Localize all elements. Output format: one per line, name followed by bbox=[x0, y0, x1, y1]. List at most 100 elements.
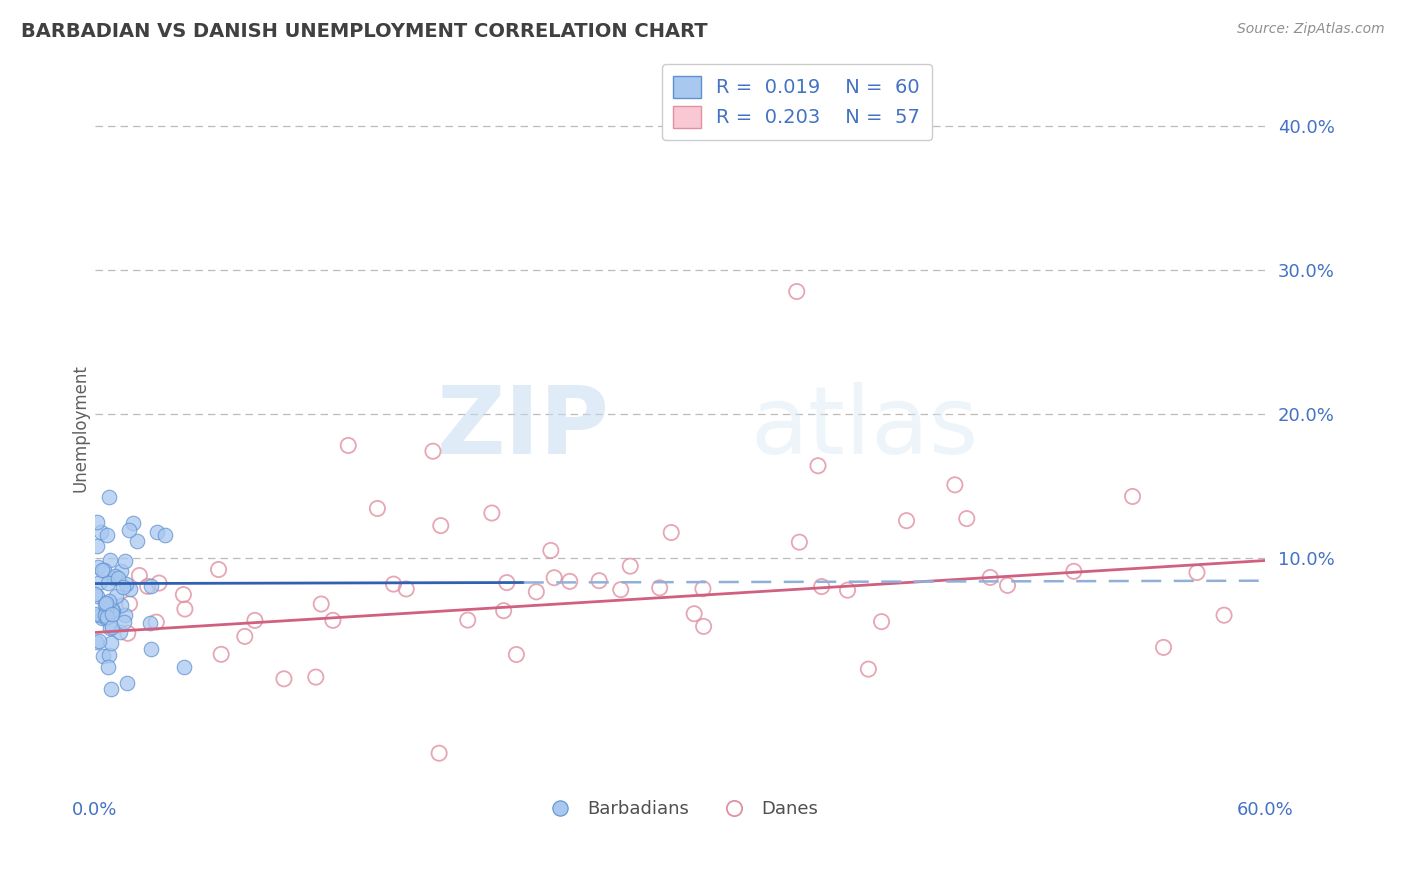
Point bbox=[90, 524, 112, 539]
Point bbox=[427, 746, 450, 760]
Point bbox=[94, 597, 117, 611]
Point bbox=[807, 458, 830, 473]
Point bbox=[105, 589, 128, 603]
Point bbox=[543, 571, 565, 585]
Point bbox=[692, 582, 714, 596]
Point bbox=[896, 514, 918, 528]
Text: atlas: atlas bbox=[749, 382, 979, 475]
Point bbox=[114, 608, 136, 623]
Point bbox=[233, 629, 256, 643]
Point bbox=[786, 285, 808, 299]
Point bbox=[789, 535, 811, 549]
Point bbox=[457, 613, 479, 627]
Point bbox=[1063, 564, 1085, 578]
Point bbox=[117, 626, 139, 640]
Point bbox=[1122, 490, 1144, 504]
Point bbox=[97, 660, 120, 674]
Point bbox=[86, 515, 108, 529]
Point bbox=[148, 576, 170, 591]
Point bbox=[1185, 566, 1208, 580]
Point bbox=[104, 568, 127, 582]
Point bbox=[115, 576, 138, 591]
Point bbox=[118, 597, 141, 611]
Point bbox=[89, 607, 111, 622]
Point bbox=[173, 660, 195, 674]
Point bbox=[110, 599, 132, 613]
Point bbox=[127, 534, 149, 549]
Point bbox=[117, 675, 139, 690]
Point bbox=[101, 603, 124, 617]
Point bbox=[172, 588, 194, 602]
Point bbox=[648, 581, 671, 595]
Point bbox=[810, 580, 832, 594]
Point bbox=[659, 525, 682, 540]
Point bbox=[956, 511, 979, 525]
Point bbox=[103, 604, 125, 618]
Legend: Barbadians, Danes: Barbadians, Danes bbox=[534, 793, 825, 826]
Point bbox=[114, 554, 136, 568]
Point bbox=[979, 570, 1001, 584]
Point bbox=[309, 597, 332, 611]
Point bbox=[100, 636, 122, 650]
Point bbox=[153, 527, 176, 541]
Point bbox=[86, 539, 108, 553]
Point bbox=[97, 575, 120, 590]
Point bbox=[209, 648, 232, 662]
Point bbox=[98, 552, 121, 566]
Point bbox=[243, 613, 266, 627]
Point bbox=[101, 620, 124, 634]
Point bbox=[395, 582, 418, 596]
Point bbox=[97, 648, 120, 662]
Point bbox=[89, 633, 111, 648]
Point bbox=[136, 579, 159, 593]
Point bbox=[322, 613, 344, 627]
Point bbox=[305, 670, 328, 684]
Point bbox=[837, 583, 859, 598]
Point bbox=[273, 672, 295, 686]
Point bbox=[1153, 640, 1175, 655]
Point bbox=[1213, 608, 1236, 623]
Point bbox=[128, 568, 150, 582]
Point bbox=[422, 444, 444, 458]
Point bbox=[83, 586, 105, 600]
Point bbox=[139, 578, 162, 592]
Point bbox=[146, 524, 169, 539]
Point bbox=[558, 574, 581, 589]
Point bbox=[91, 611, 114, 625]
Point bbox=[100, 598, 122, 612]
Point bbox=[540, 543, 562, 558]
Point bbox=[610, 582, 633, 597]
Point bbox=[366, 501, 388, 516]
Point bbox=[94, 603, 117, 617]
Point bbox=[481, 506, 503, 520]
Point bbox=[84, 607, 107, 621]
Point bbox=[943, 478, 966, 492]
Point bbox=[89, 574, 111, 589]
Point bbox=[122, 516, 145, 530]
Point bbox=[96, 609, 118, 624]
Point bbox=[91, 563, 114, 577]
Text: ZIP: ZIP bbox=[437, 382, 610, 475]
Point bbox=[997, 578, 1019, 592]
Point bbox=[120, 582, 142, 597]
Point bbox=[100, 681, 122, 696]
Point bbox=[524, 584, 547, 599]
Point bbox=[870, 615, 893, 629]
Point bbox=[98, 490, 121, 504]
Point bbox=[96, 528, 118, 542]
Point bbox=[139, 642, 162, 657]
Point bbox=[858, 662, 880, 676]
Point bbox=[492, 604, 515, 618]
Point bbox=[207, 562, 229, 576]
Point bbox=[108, 624, 131, 639]
Text: Source: ZipAtlas.com: Source: ZipAtlas.com bbox=[1237, 22, 1385, 37]
Point bbox=[91, 648, 114, 663]
Point bbox=[429, 518, 451, 533]
Point bbox=[86, 589, 108, 603]
Point bbox=[588, 574, 610, 588]
Point bbox=[86, 635, 108, 649]
Point bbox=[692, 619, 714, 633]
Point bbox=[97, 599, 120, 614]
Point bbox=[337, 438, 360, 452]
Point bbox=[94, 596, 117, 610]
